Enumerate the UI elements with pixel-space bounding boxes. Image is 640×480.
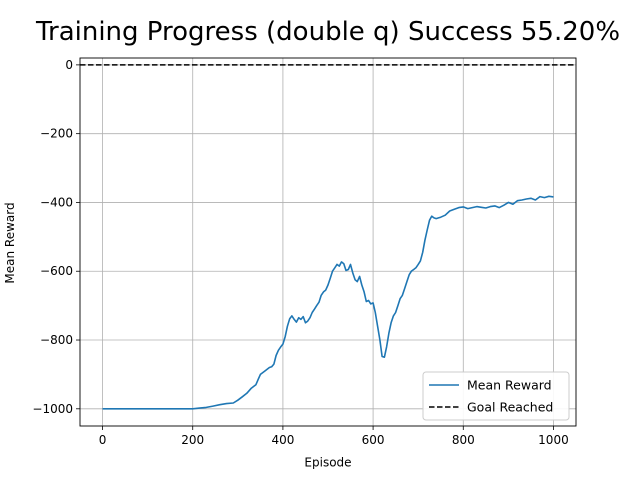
legend: Mean Reward Goal Reached: [422, 371, 570, 421]
y-axis-label: Mean Reward: [3, 202, 17, 283]
x-tick-label: 800: [452, 433, 475, 447]
x-tick-label: 200: [181, 433, 204, 447]
legend-label-goal-reached: Goal Reached: [467, 400, 553, 415]
chart-title: Training Progress (double q) Success 55.…: [35, 17, 620, 47]
x-tick-label: 400: [271, 433, 294, 447]
x-tick-label: 1000: [538, 433, 569, 447]
grid: [80, 58, 576, 426]
x-axis-label: Episode: [304, 456, 351, 470]
y-tick-label: −200: [40, 127, 73, 141]
y-tick-label: −600: [40, 264, 73, 278]
x-tick-label: 0: [99, 433, 107, 447]
y-tick-label: −400: [40, 195, 73, 209]
y-tick-label: 0: [65, 58, 73, 72]
legend-box: [422, 371, 570, 421]
y-tick-label: −800: [40, 333, 73, 347]
x-tick-label: 600: [362, 433, 385, 447]
series-line-mean-reward: [102, 195, 554, 410]
legend-label-mean-reward: Mean Reward: [467, 378, 552, 393]
plot-frame: [79, 57, 577, 427]
y-tick-label: −1000: [32, 402, 73, 416]
